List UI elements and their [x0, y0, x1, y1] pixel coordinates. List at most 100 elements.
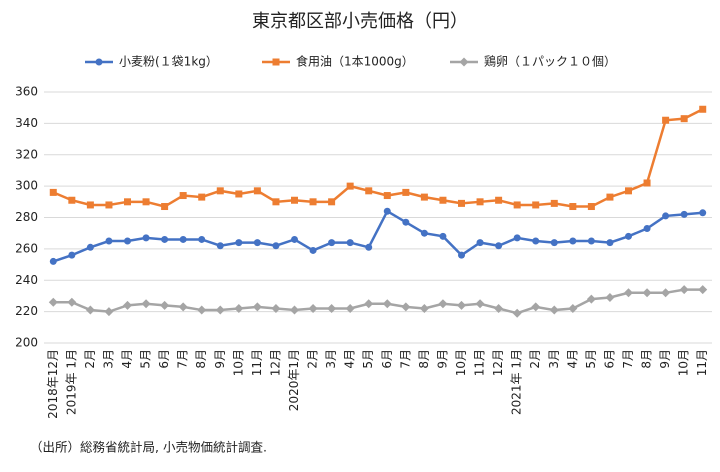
- source-note: （出所）総務省統計局, 小売物価統計調査.: [30, 440, 267, 455]
- point: [95, 58, 103, 66]
- point: [532, 201, 540, 209]
- x-tick-label: 12月: [491, 349, 505, 376]
- y-tick-label: 280: [15, 210, 38, 224]
- x-tick-label: 4月: [343, 349, 357, 369]
- x-tick-label: 5月: [361, 349, 375, 369]
- point: [475, 299, 485, 309]
- x-tick-label: 2018年12月: [46, 349, 60, 419]
- point: [661, 288, 671, 298]
- point: [458, 251, 465, 259]
- point: [495, 196, 503, 204]
- point: [49, 257, 57, 265]
- legend-label: 食用油（1本1000g）: [296, 54, 414, 69]
- point: [549, 305, 559, 315]
- point: [215, 305, 225, 315]
- point: [402, 188, 410, 196]
- x-tick-label: 5月: [584, 349, 598, 369]
- series-line: [52, 209, 703, 263]
- point: [198, 235, 206, 243]
- point: [420, 193, 428, 201]
- point: [179, 235, 187, 243]
- point: [624, 288, 633, 298]
- y-tick-label: 300: [15, 179, 38, 193]
- point: [123, 300, 132, 310]
- point: [309, 198, 317, 206]
- point: [419, 303, 429, 313]
- point: [569, 203, 577, 211]
- x-tick-label: 2月: [83, 349, 97, 369]
- point: [662, 212, 670, 220]
- point: [160, 300, 170, 310]
- point: [532, 237, 540, 245]
- point: [272, 198, 280, 206]
- legend-label: 鶏卵（１パック１０個）: [484, 55, 616, 69]
- point: [328, 239, 336, 247]
- point: [365, 187, 373, 195]
- point: [141, 299, 151, 309]
- point: [587, 203, 595, 211]
- point: [67, 297, 77, 307]
- point: [680, 115, 688, 123]
- point: [48, 297, 58, 307]
- x-tick-label: 7月: [621, 349, 635, 369]
- point: [179, 192, 187, 200]
- x-tick-label: 2021年 1月: [510, 349, 524, 415]
- x-tick-label: 4月: [120, 349, 134, 369]
- y-tick-label: 340: [15, 116, 38, 130]
- x-tick-label: 8月: [640, 349, 654, 369]
- point: [699, 105, 707, 113]
- x-tick-label: 3月: [547, 349, 561, 369]
- y-tick-label: 260: [15, 241, 38, 255]
- point: [531, 302, 541, 312]
- point: [643, 179, 651, 187]
- series-line: [53, 288, 703, 315]
- point: [142, 198, 150, 206]
- point: [234, 303, 244, 313]
- point: [568, 303, 578, 313]
- point: [586, 294, 596, 304]
- point: [587, 237, 595, 245]
- x-tick-label: 2月: [528, 349, 542, 369]
- point: [346, 182, 354, 190]
- point: [382, 299, 392, 309]
- point: [605, 293, 615, 303]
- point: [457, 300, 466, 310]
- x-tick-label: 10月: [231, 349, 245, 376]
- point: [698, 285, 708, 295]
- x-tick-label: 11月: [473, 349, 487, 376]
- point: [161, 235, 169, 243]
- point: [458, 199, 465, 207]
- point: [253, 187, 261, 195]
- point: [85, 305, 95, 315]
- point: [328, 198, 336, 206]
- point: [105, 237, 113, 245]
- x-tick-label: 8月: [417, 349, 431, 369]
- point: [197, 305, 207, 315]
- point: [308, 303, 318, 313]
- point: [642, 288, 652, 298]
- point: [439, 196, 447, 204]
- point: [365, 243, 373, 251]
- y-tick-label: 200: [15, 336, 38, 350]
- x-tick-label: 9月: [435, 349, 449, 369]
- point: [178, 302, 188, 312]
- point: [512, 308, 522, 318]
- x-tick-label: 6月: [380, 349, 394, 369]
- point: [216, 242, 224, 250]
- point: [271, 303, 281, 313]
- point: [252, 302, 262, 312]
- point: [161, 203, 169, 211]
- point: [86, 201, 94, 209]
- x-tick-label: 9月: [213, 349, 227, 369]
- point: [272, 58, 280, 66]
- point: [105, 201, 113, 209]
- x-tick-label: 10月: [454, 349, 468, 376]
- point: [402, 218, 410, 226]
- point: [679, 285, 689, 295]
- point: [699, 209, 707, 217]
- legend-label: 小麦粉(１袋1kg）: [119, 55, 218, 69]
- point: [272, 242, 280, 250]
- x-tick-label: 3月: [101, 349, 115, 369]
- x-tick-label: 11月: [695, 349, 709, 376]
